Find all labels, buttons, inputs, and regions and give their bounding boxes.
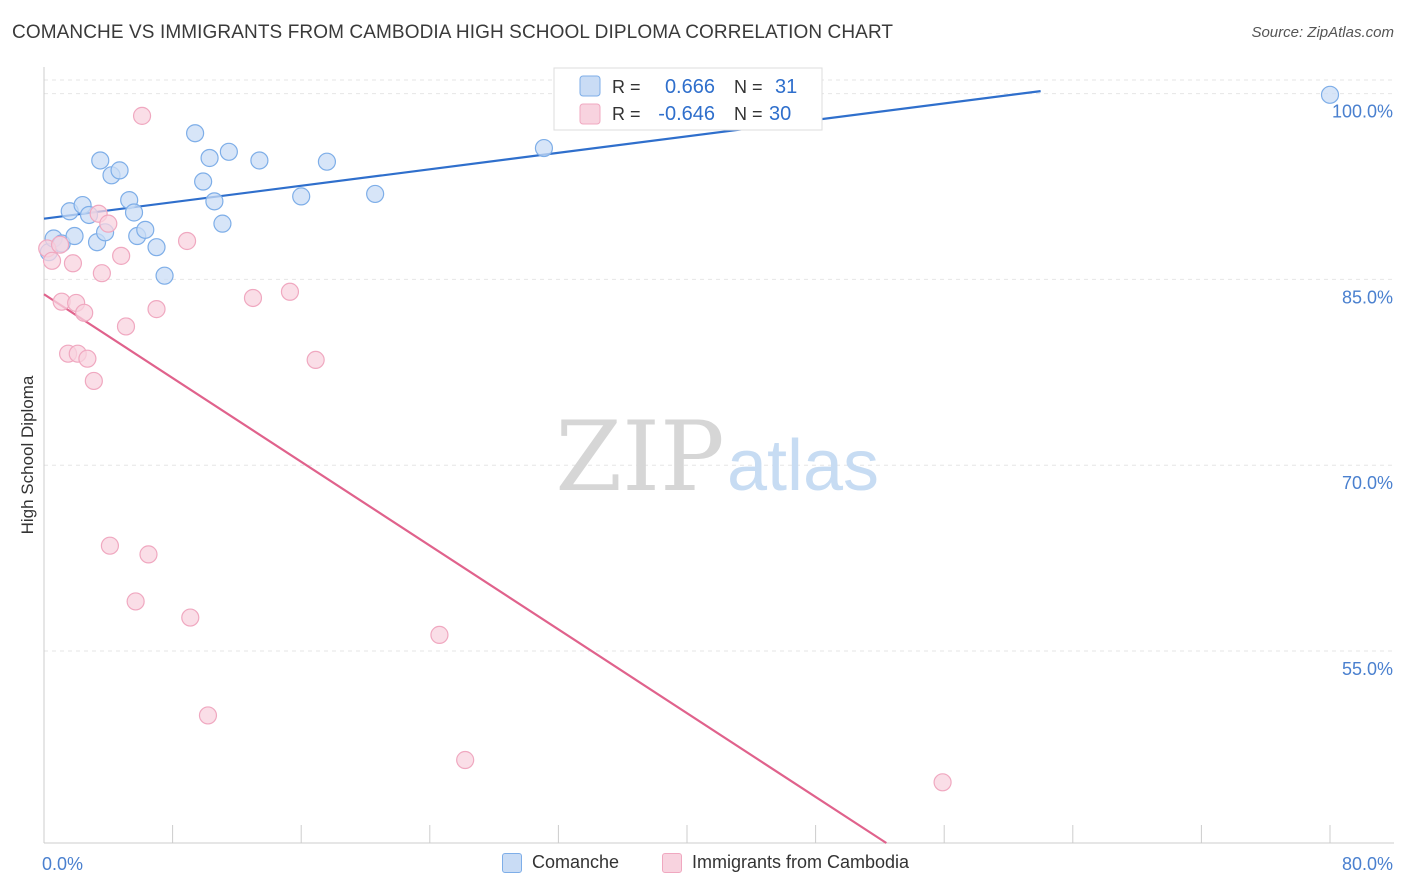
point-cambodia-12[interactable] — [92, 264, 111, 283]
point-cambodia-23[interactable] — [198, 706, 218, 725]
data-points — [38, 84, 1340, 792]
chart-title: COMANCHE VS IMMIGRANTS FROM CAMBODIA HIG… — [12, 22, 894, 43]
point-cambodia-16[interactable] — [116, 317, 136, 336]
point-comanche-18[interactable] — [186, 124, 205, 143]
point-comanche-19[interactable] — [194, 172, 213, 191]
point-cambodia-28[interactable] — [456, 750, 475, 770]
y-tick-label-3: 100.0% — [1332, 102, 1393, 122]
point-comanche-30[interactable] — [1320, 85, 1340, 104]
stats-swatch-cambodia — [579, 103, 601, 125]
stats-r-label-1: R = — [612, 77, 641, 97]
stats-r-value-1: 0.666 — [665, 76, 715, 98]
stats-n-value-1: 31 — [775, 76, 797, 98]
trend-line-1 — [43, 293, 887, 844]
point-cambodia-8[interactable] — [75, 303, 94, 322]
y-tick-label-2: 85.0% — [1342, 287, 1393, 307]
point-cambodia-27[interactable] — [430, 625, 449, 644]
point-comanche-16[interactable] — [147, 238, 166, 257]
point-comanche-21[interactable] — [205, 192, 224, 211]
point-comanche-24[interactable] — [250, 151, 269, 170]
point-cambodia-5[interactable] — [63, 254, 83, 273]
point-cambodia-24[interactable] — [243, 288, 263, 308]
point-comanche-15[interactable] — [136, 220, 155, 239]
stats-legend: R = 0.666 N = 31 R = -0.646 N = 30 — [553, 67, 823, 131]
stats-swatch-comanche — [579, 75, 601, 97]
legend-label-cambodia: Immigrants from Cambodia — [692, 852, 910, 872]
x-tick-label-0: 0.0% — [42, 854, 83, 874]
point-comanche-13[interactable] — [124, 203, 144, 222]
point-cambodia-14[interactable] — [100, 536, 120, 555]
point-cambodia-1[interactable] — [42, 251, 62, 270]
stats-n-label-1: N = — [734, 77, 763, 97]
point-cambodia-17[interactable] — [126, 592, 145, 611]
x-tick-label-1: 80.0% — [1342, 854, 1393, 874]
stats-n-label-2: N = — [734, 104, 763, 124]
y-tick-label-1: 70.0% — [1342, 473, 1393, 493]
point-comanche-4[interactable] — [65, 226, 84, 246]
stats-r-label-2: R = — [612, 104, 641, 124]
legend-label-comanche: Comanche — [532, 852, 620, 872]
axes — [43, 67, 1394, 844]
point-comanche-22[interactable] — [213, 214, 232, 233]
watermark-atlas: atlas — [727, 426, 879, 506]
point-cambodia-13[interactable] — [99, 214, 118, 233]
gridlines — [44, 79, 1394, 652]
tick-labels: 55.0% 70.0% 85.0% 100.0% 0.0% 80.0% — [42, 102, 1393, 874]
point-cambodia-20[interactable] — [147, 300, 166, 319]
point-comanche-23[interactable] — [219, 142, 238, 161]
stats-n-value-2: 30 — [769, 103, 791, 125]
legend-swatch-cambodia — [662, 852, 682, 873]
point-comanche-8[interactable] — [91, 151, 110, 170]
point-cambodia-9[interactable] — [78, 349, 97, 368]
point-comanche-20[interactable] — [200, 148, 219, 168]
watermark-zip: ZIP — [555, 401, 724, 513]
source-label: Source: ZipAtlas.com — [1251, 24, 1394, 41]
point-comanche-26[interactable] — [317, 152, 337, 171]
point-cambodia-18[interactable] — [132, 106, 152, 125]
point-cambodia-26[interactable] — [306, 350, 325, 370]
point-cambodia-15[interactable] — [112, 246, 131, 265]
point-cambodia-21[interactable] — [177, 231, 197, 251]
point-cambodia-10[interactable] — [84, 371, 103, 391]
y-tick-label-0: 55.0% — [1342, 659, 1393, 679]
point-cambodia-25[interactable] — [280, 282, 300, 301]
legend-swatch-comanche — [502, 852, 522, 873]
trend-lines — [43, 90, 1041, 844]
point-comanche-28[interactable] — [534, 138, 554, 158]
point-cambodia-29[interactable] — [933, 773, 952, 792]
point-comanche-11[interactable] — [110, 161, 129, 180]
legend-item-comanche[interactable]: Comanche — [502, 852, 619, 873]
point-comanche-17[interactable] — [155, 266, 174, 285]
point-cambodia-19[interactable] — [139, 545, 158, 564]
point-comanche-25[interactable] — [292, 187, 311, 206]
stats-r-value-2: -0.646 — [658, 103, 715, 125]
legend-item-cambodia[interactable]: Immigrants from Cambodia — [662, 852, 909, 873]
point-cambodia-2[interactable] — [50, 235, 70, 254]
point-cambodia-22[interactable] — [181, 608, 200, 627]
point-comanche-27[interactable] — [366, 184, 385, 204]
